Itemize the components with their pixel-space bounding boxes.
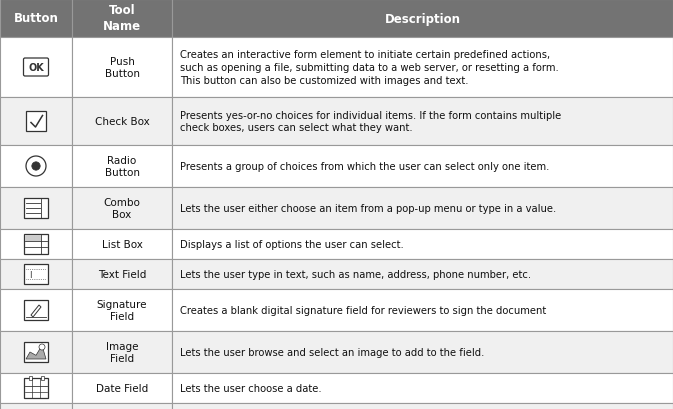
- Text: Button: Button: [13, 12, 59, 25]
- Bar: [72, 146, 172, 188]
- Bar: [172, 289, 673, 331]
- Bar: [0, 98, 72, 146]
- Bar: [72, 403, 172, 409]
- Text: Tool
Name: Tool Name: [103, 4, 141, 34]
- Text: Description: Description: [384, 12, 460, 25]
- Bar: [72, 331, 172, 373]
- Text: Lets the user choose a date.: Lets the user choose a date.: [180, 383, 322, 393]
- Bar: [24, 234, 48, 254]
- Text: Radio
Button: Radio Button: [104, 155, 139, 178]
- Text: Text Field: Text Field: [98, 270, 146, 279]
- Bar: [0, 403, 72, 409]
- Text: Displays a list of options the user can select.: Displays a list of options the user can …: [180, 239, 404, 249]
- Bar: [24, 300, 48, 320]
- Bar: [24, 264, 48, 284]
- Circle shape: [26, 157, 46, 177]
- Text: OK: OK: [28, 63, 44, 73]
- Text: Push
Button: Push Button: [104, 57, 139, 79]
- Text: Presents a group of choices from which the user can select only one item.: Presents a group of choices from which t…: [180, 162, 549, 172]
- Text: Signature
Field: Signature Field: [97, 299, 147, 321]
- Polygon shape: [31, 305, 41, 317]
- Circle shape: [39, 344, 45, 350]
- FancyBboxPatch shape: [24, 59, 48, 77]
- Bar: [0, 259, 72, 289]
- Bar: [0, 38, 72, 98]
- Bar: [0, 146, 72, 188]
- Bar: [0, 331, 72, 373]
- Text: Presents yes-or-no choices for individual items. If the form contains multiple
c: Presents yes-or-no choices for individua…: [180, 110, 561, 133]
- Text: Combo
Box: Combo Box: [104, 197, 141, 220]
- Bar: [0, 373, 72, 403]
- Bar: [0, 0, 72, 38]
- Bar: [24, 342, 48, 362]
- Bar: [28, 376, 32, 380]
- Text: Creates an interactive form element to initiate certain predefined actions,
such: Creates an interactive form element to i…: [180, 50, 559, 85]
- Bar: [172, 259, 673, 289]
- Bar: [26, 112, 46, 132]
- Text: Date Field: Date Field: [96, 383, 148, 393]
- Text: I: I: [29, 270, 31, 279]
- Bar: [172, 188, 673, 229]
- Bar: [72, 229, 172, 259]
- Bar: [172, 331, 673, 373]
- Polygon shape: [26, 346, 46, 359]
- Bar: [72, 98, 172, 146]
- Circle shape: [32, 162, 40, 171]
- Bar: [172, 229, 673, 259]
- Bar: [172, 403, 673, 409]
- Bar: [24, 378, 48, 398]
- Bar: [72, 0, 172, 38]
- Bar: [72, 38, 172, 98]
- Text: List Box: List Box: [102, 239, 143, 249]
- Bar: [0, 229, 72, 259]
- Bar: [172, 373, 673, 403]
- Bar: [72, 188, 172, 229]
- Bar: [172, 146, 673, 188]
- Bar: [172, 98, 673, 146]
- Text: Check Box: Check Box: [95, 117, 149, 127]
- Bar: [172, 38, 673, 98]
- Bar: [72, 289, 172, 331]
- Bar: [72, 373, 172, 403]
- Text: Creates a blank digital signature field for reviewers to sign the document: Creates a blank digital signature field …: [180, 305, 546, 315]
- Bar: [172, 0, 673, 38]
- Bar: [40, 376, 44, 380]
- Text: Lets the user type in text, such as name, address, phone number, etc.: Lets the user type in text, such as name…: [180, 270, 531, 279]
- Text: Image
Field: Image Field: [106, 341, 138, 363]
- Bar: [0, 188, 72, 229]
- Text: Lets the user browse and select an image to add to the field.: Lets the user browse and select an image…: [180, 347, 485, 357]
- Bar: [24, 198, 48, 218]
- Bar: [72, 259, 172, 289]
- Bar: [0, 289, 72, 331]
- Bar: [24, 235, 41, 241]
- Text: Lets the user either choose an item from a pop-up menu or type in a value.: Lets the user either choose an item from…: [180, 204, 557, 213]
